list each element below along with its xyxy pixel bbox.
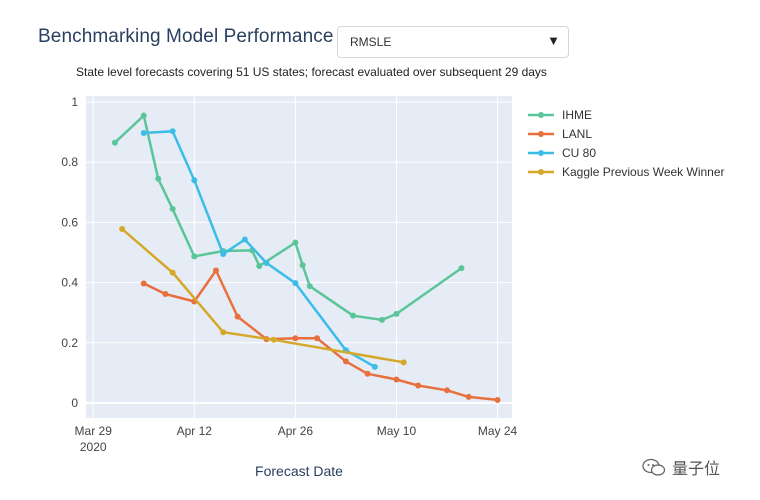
legend-marker [538, 150, 544, 156]
y-tick-label: 0 [71, 396, 78, 410]
x-tick-sublabel: 2020 [80, 440, 107, 454]
data-point [234, 313, 241, 320]
data-point [350, 312, 357, 319]
data-point [415, 382, 422, 389]
y-tick-label: 0.6 [61, 215, 78, 229]
legend-label: IHME [562, 108, 592, 122]
caret-down-icon[interactable]: ▼ [547, 33, 560, 48]
data-point [306, 283, 313, 290]
y-tick-label: 1 [71, 95, 78, 109]
data-point [458, 265, 465, 272]
legend-label: CU 80 [562, 146, 596, 160]
legend-label: LANL [562, 127, 592, 141]
data-point [162, 291, 169, 298]
data-point [220, 329, 227, 336]
data-point [169, 205, 176, 212]
x-tick-label: May 10 [377, 424, 417, 438]
data-point [140, 130, 147, 137]
x-tick-label: Apr 26 [278, 424, 314, 438]
watermark-text: 量子位 [672, 461, 721, 478]
data-point [220, 250, 227, 257]
data-point [263, 260, 270, 267]
data-point [364, 370, 371, 377]
x-tick-label: Apr 12 [177, 424, 213, 438]
data-point [379, 316, 386, 323]
data-point [140, 280, 147, 287]
chart-header: Benchmarking Model Performance [38, 26, 334, 48]
data-point [119, 226, 126, 233]
data-point [465, 393, 472, 400]
page-title: Benchmarking Model Performance [38, 26, 334, 47]
x-axis-title: Forecast Date [255, 463, 343, 479]
data-point [444, 387, 451, 394]
legend-marker [538, 131, 544, 137]
y-tick-label: 0.8 [61, 155, 78, 169]
data-point [371, 363, 378, 370]
x-tick-label: May 24 [478, 424, 518, 438]
watermark: 量子位 [642, 455, 720, 479]
data-point [400, 359, 407, 366]
metric-dropdown[interactable]: RMSLE ▼ [337, 26, 569, 58]
legend-marker [538, 112, 544, 118]
y-tick-label: 0.2 [61, 336, 78, 350]
data-point [299, 262, 306, 269]
metric-dropdown-value: RMSLE [350, 35, 392, 49]
data-point [314, 335, 321, 342]
data-point [241, 236, 248, 243]
data-point [270, 336, 277, 343]
data-point [191, 177, 198, 184]
data-point [292, 335, 299, 342]
data-point [212, 267, 219, 274]
legend-label: Kaggle Previous Week Winner [562, 165, 725, 179]
data-point [292, 280, 299, 287]
data-point [256, 263, 263, 270]
data-point [111, 139, 118, 146]
legend-marker [538, 169, 544, 175]
data-point [342, 358, 349, 365]
data-point [494, 396, 501, 403]
chart-subtitle: State level forecasts covering 51 US sta… [76, 65, 547, 79]
data-point [140, 112, 147, 119]
data-point [169, 128, 176, 135]
x-tick-label: Mar 29 [75, 424, 113, 438]
data-point [393, 376, 400, 383]
data-point [191, 253, 198, 260]
data-point [292, 239, 299, 246]
data-point [169, 269, 176, 276]
y-tick-label: 0.4 [61, 276, 78, 290]
data-point [393, 310, 400, 317]
data-point [155, 175, 162, 182]
wechat-logo-icon [642, 458, 666, 476]
